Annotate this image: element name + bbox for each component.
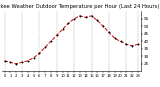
Text: Milwaukee Weather Outdoor Temperature per Hour (Last 24 Hours): Milwaukee Weather Outdoor Temperature pe… — [0, 4, 159, 9]
